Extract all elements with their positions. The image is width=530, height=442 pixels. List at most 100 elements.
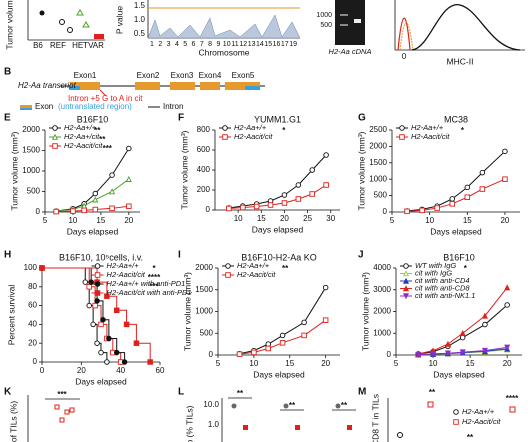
legend-label: H2-Aa+/+: [462, 407, 495, 416]
panel-letter: H: [4, 250, 11, 261]
marker: [222, 125, 228, 131]
mutation-pointer: [99, 89, 107, 97]
y-tick-label: 1.0: [134, 15, 146, 24]
x-tick-label: 30: [326, 214, 335, 223]
x-tick-label: 19: [289, 41, 297, 48]
marker: [430, 351, 437, 358]
marker: [322, 317, 329, 323]
x-tick-label: 5: [394, 359, 399, 368]
marker: [459, 349, 466, 356]
chart-title: B16F10: [443, 252, 475, 262]
marker: [449, 201, 455, 207]
marker: [98, 321, 104, 328]
marker: [52, 143, 58, 149]
y-tick-label: 0: [36, 207, 41, 216]
marker: [225, 272, 231, 278]
dot: [231, 403, 237, 409]
utr: [245, 86, 260, 90]
legend-label: cit with IgG: [415, 268, 452, 277]
y-tick-label: 0: [209, 350, 214, 359]
x-tick-label: 5: [390, 216, 395, 225]
significance: ****: [148, 273, 161, 282]
marker: [109, 172, 115, 178]
exon-label: Exon5: [232, 71, 255, 80]
y-axis-label: Tumor volume (mm³): [360, 272, 370, 351]
marker: [479, 186, 486, 192]
marker: [399, 125, 405, 131]
exon: [200, 82, 220, 90]
marker: [94, 281, 101, 287]
exon-label: Exon1: [74, 71, 97, 80]
x-tick-label: REF: [50, 41, 66, 50]
legend-label: cit with anti-NK1.1: [415, 291, 475, 300]
significance: **: [467, 433, 474, 442]
marker: [94, 263, 101, 269]
y-tick-label: 1.5: [134, 1, 146, 10]
panel-letter: L: [178, 387, 184, 398]
x-tick-label: 40: [116, 366, 125, 375]
x-tick-label: 5: [183, 41, 187, 48]
marker: [94, 340, 100, 346]
panel-letter: I: [178, 250, 181, 261]
dot: [427, 401, 434, 408]
y-tick-label: 60: [28, 301, 37, 310]
marker: [502, 176, 508, 182]
significance: **: [282, 264, 289, 273]
x-tick-label: 5: [43, 216, 48, 225]
histogram: [411, 4, 521, 51]
marker: [399, 134, 405, 140]
panel-letter: K: [4, 387, 12, 398]
axes: [217, 268, 340, 356]
axes: [391, 130, 520, 213]
marker: [98, 349, 104, 356]
y-tick-label: 1000: [22, 166, 40, 175]
y-tick-label: 1500: [195, 285, 213, 294]
chart-title: MC38: [444, 114, 468, 124]
significance: **: [99, 135, 106, 144]
y-axis-label: P value: [114, 6, 124, 34]
x-tick-label: 60: [156, 366, 165, 375]
series-line: [418, 346, 508, 356]
marker: [113, 307, 120, 314]
x-tick-label: 20: [77, 366, 86, 375]
chart-title: B16F10-H2-Aa KO: [241, 252, 317, 262]
marker: [453, 419, 459, 425]
dot: [397, 432, 403, 438]
marker: [402, 285, 410, 292]
chart-title: YUMM1.G1: [254, 114, 301, 124]
dot: [67, 27, 73, 33]
marker: [309, 167, 315, 173]
marker: [123, 321, 130, 328]
gel-label: H2-Aa cDNA: [329, 47, 372, 56]
marker: [126, 145, 132, 152]
dot: [64, 409, 70, 415]
legend-label: Intron: [163, 102, 183, 111]
x-tick-label: 10: [234, 214, 243, 223]
marker: [94, 298, 100, 304]
marker: [504, 284, 511, 291]
marker: [404, 208, 410, 215]
x-tick-label: 20: [500, 216, 509, 225]
x-tick-label: 10: [223, 41, 231, 48]
legend-label: H2-Aa+/+: [237, 261, 270, 270]
p-value-area: [147, 14, 301, 39]
exon: [170, 82, 195, 90]
panel-letter: J: [358, 250, 364, 261]
exon-label: Exon4: [199, 71, 222, 80]
y-axis-label: o of TILs (%): [8, 401, 18, 442]
y-axis-label: CD8 T in TILs: [370, 394, 380, 442]
panel-letter: E: [4, 113, 11, 124]
series-line: [56, 148, 130, 212]
marker: [53, 208, 59, 215]
dot: [283, 403, 289, 409]
utr: [70, 86, 80, 90]
exon: [225, 82, 260, 90]
marker: [94, 272, 101, 278]
transcript-label: H2-Aa transcript: [18, 81, 77, 90]
x-tick-label: 6: [192, 41, 196, 48]
dot: [243, 425, 248, 430]
marker: [402, 277, 410, 284]
dot: [94, 34, 104, 39]
y-tick-label: 10.0: [203, 400, 219, 409]
y-tick-label: 100: [24, 263, 38, 272]
